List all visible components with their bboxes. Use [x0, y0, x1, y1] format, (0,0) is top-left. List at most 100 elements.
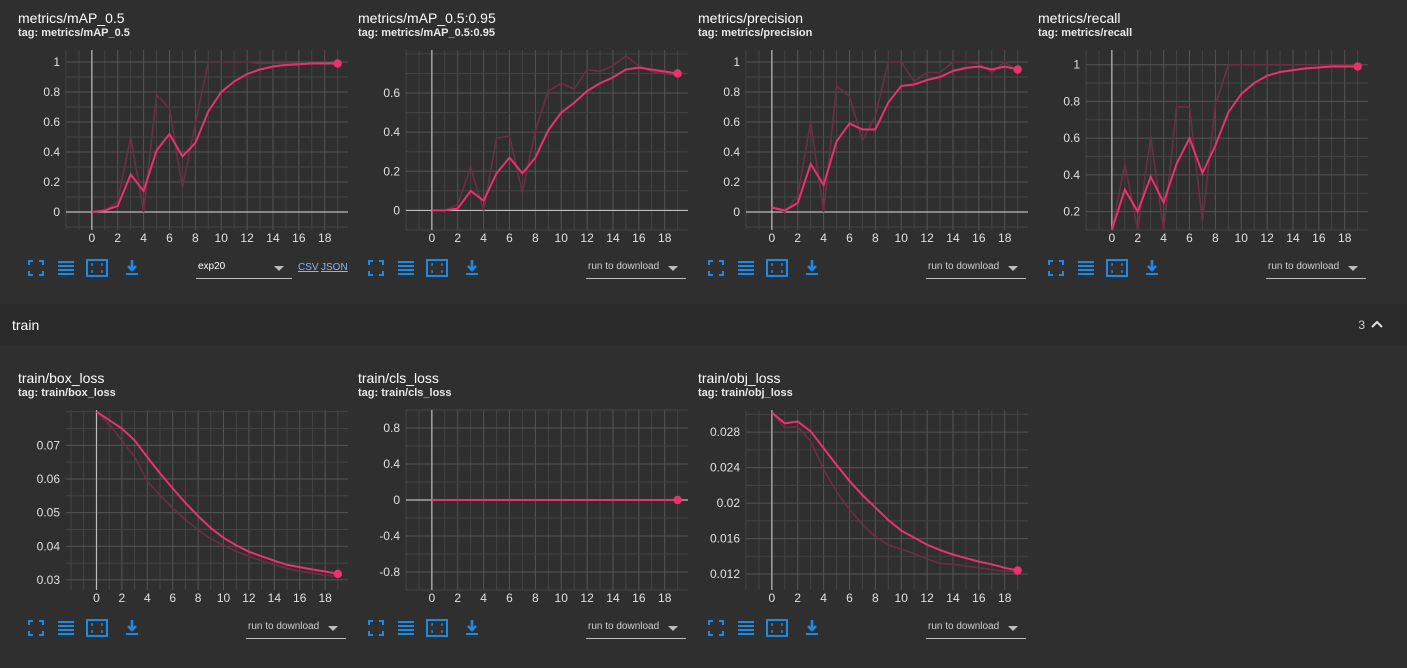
- y-tick-label: 1: [733, 55, 740, 69]
- run-selector-value: run to download: [588, 621, 660, 632]
- toggle-log-scale-icon[interactable]: [56, 258, 76, 278]
- download-icon[interactable]: [462, 258, 482, 278]
- line-chart[interactable]: 0.03 0.04 0.05 0.06 0.07 0 2 4 6 8 10 12 14 16 18: [0, 404, 348, 604]
- x-tick-label: 4: [820, 231, 827, 244]
- x-tick-label: 10: [215, 231, 229, 244]
- line-chart[interactable]: 0.012 0.016 0.02 0.024 0.028 0 2 4 6 8 10 12 14 16 18: [680, 404, 1028, 604]
- y-tick-label: 0.6: [43, 115, 60, 129]
- train-section-header[interactable]: train 3: [0, 304, 1407, 346]
- chart-tag: tag: metrics/mAP_0.5: [18, 27, 130, 39]
- section-count: 3: [1358, 318, 1365, 332]
- fullscreen-icon[interactable]: [706, 618, 726, 638]
- toggle-log-scale-icon[interactable]: [396, 618, 416, 638]
- fit-domain-icon[interactable]: [426, 618, 450, 638]
- line-chart[interactable]: 00.20.40.60.810 2 4 6 8 10 12 14 16 18: [680, 44, 1028, 244]
- y-tick-label: 0.024: [710, 461, 740, 475]
- download-icon[interactable]: [802, 618, 822, 638]
- fullscreen-icon[interactable]: [366, 618, 386, 638]
- fullscreen-icon[interactable]: [1046, 258, 1066, 278]
- x-tick-label: 10: [555, 231, 569, 244]
- download-icon[interactable]: [122, 618, 142, 638]
- smoothed-series-line: [1110, 65, 1358, 231]
- run-selector[interactable]: run to download: [926, 258, 1026, 279]
- y-tick-label: -0.8: [379, 565, 400, 579]
- toggle-log-scale-icon[interactable]: [736, 618, 756, 638]
- y-tick-label: 0.4: [43, 145, 60, 159]
- toggle-log-scale-icon[interactable]: [396, 258, 416, 278]
- chart-toolbar: exp20 CSV JSON: [26, 258, 356, 280]
- line-chart[interactable]: 0 0.2 0.4 0.6 0 2 4 6 8 10 12 14 16 18: [340, 44, 688, 244]
- fit-domain-icon[interactable]: [86, 618, 110, 638]
- y-tick-label: 0: [393, 493, 400, 507]
- line-chart[interactable]: 00.20.40.60.810 2 4 6 8 10 12 14 16 18: [0, 44, 348, 244]
- chevron-up-icon[interactable]: [1369, 316, 1385, 332]
- x-tick-label: 0: [769, 231, 776, 244]
- run-selector[interactable]: run to download: [246, 618, 346, 639]
- fit-domain-icon[interactable]: [86, 258, 110, 278]
- run-selector[interactable]: run to download: [926, 618, 1026, 639]
- x-tick-label: 8: [872, 231, 879, 244]
- y-tick-label: 0.8: [43, 85, 60, 99]
- last-value-point: [1353, 62, 1362, 71]
- y-tick-label: 0.4: [723, 145, 740, 159]
- y-tick-label: 0.4: [383, 125, 400, 139]
- chart-title: metrics/mAP_0.5: [18, 10, 125, 26]
- fit-domain-icon[interactable]: [766, 258, 790, 278]
- x-tick-label: 12: [920, 591, 934, 604]
- y-tick-label: 0.6: [383, 86, 400, 100]
- y-tick-label: 0.8: [1063, 94, 1080, 108]
- last-value-point: [673, 495, 682, 505]
- fit-domain-icon[interactable]: [426, 258, 450, 278]
- run-selector-value: run to download: [928, 261, 1000, 272]
- download-icon[interactable]: [802, 258, 822, 278]
- run-selector-value: run to download: [1268, 261, 1340, 272]
- fullscreen-icon[interactable]: [706, 258, 726, 278]
- toggle-log-scale-icon[interactable]: [736, 258, 756, 278]
- chart-title: metrics/mAP_0.5:0.95: [358, 10, 496, 26]
- dropdown-arrow-icon: [1008, 266, 1018, 271]
- toggle-log-scale-icon[interactable]: [56, 618, 76, 638]
- fit-domain-icon[interactable]: [1106, 258, 1130, 278]
- line-chart[interactable]: 0.20.40.60.810 2 4 6 8 10 12 14 16 18: [1020, 44, 1368, 244]
- fullscreen-icon[interactable]: [366, 258, 386, 278]
- x-tick-label: 2: [454, 591, 461, 604]
- x-tick-label: 12: [580, 231, 594, 244]
- download-icon[interactable]: [462, 618, 482, 638]
- run-selector-value: run to download: [928, 621, 1000, 632]
- toggle-log-scale-icon[interactable]: [1076, 258, 1096, 278]
- chart-card: train/cls_loss tag: train/cls_loss -0.8 -0.…: [340, 360, 688, 650]
- x-tick-label: 0: [769, 591, 776, 604]
- x-tick-label: 8: [192, 231, 199, 244]
- fullscreen-icon[interactable]: [26, 618, 46, 638]
- download-icon[interactable]: [122, 258, 142, 278]
- csv-link[interactable]: CSV: [298, 262, 319, 273]
- run-selector[interactable]: exp20: [196, 258, 292, 279]
- x-tick-label: 18: [318, 591, 332, 604]
- download-icon[interactable]: [1142, 258, 1162, 278]
- run-selector[interactable]: run to download: [1266, 258, 1366, 279]
- last-value-point: [333, 569, 343, 579]
- line-chart[interactable]: -0.8 -0.4 0 0.4 0.8 0 2 4 6 8 10 12 14 16 18: [340, 404, 688, 604]
- x-tick-label: 4: [140, 231, 147, 244]
- fit-domain-icon[interactable]: [766, 618, 790, 638]
- x-tick-label: 0: [429, 231, 436, 244]
- x-tick-label: 10: [555, 591, 569, 604]
- raw-series-line: [431, 54, 678, 212]
- chart-card: train/box_loss tag: train/box_loss 0.03 0.0…: [0, 360, 348, 650]
- run-selector[interactable]: run to download: [586, 258, 686, 279]
- x-tick-label: 8: [872, 591, 879, 604]
- x-tick-label: 14: [266, 231, 280, 244]
- chart-title: metrics/precision: [698, 10, 804, 26]
- json-link[interactable]: JSON: [321, 262, 348, 273]
- x-tick-label: 2: [1134, 231, 1141, 244]
- dropdown-arrow-icon: [328, 626, 338, 631]
- y-tick-label: 0: [733, 205, 740, 219]
- raw-series-line: [95, 411, 338, 578]
- fullscreen-icon[interactable]: [26, 258, 46, 278]
- x-tick-label: 14: [268, 591, 282, 604]
- x-tick-label: 12: [1260, 231, 1274, 244]
- chart-tag: tag: train/box_loss: [18, 387, 116, 399]
- smoothed-series-line: [431, 66, 678, 212]
- run-selector[interactable]: run to download: [586, 618, 686, 639]
- y-tick-label: 0.04: [37, 539, 61, 553]
